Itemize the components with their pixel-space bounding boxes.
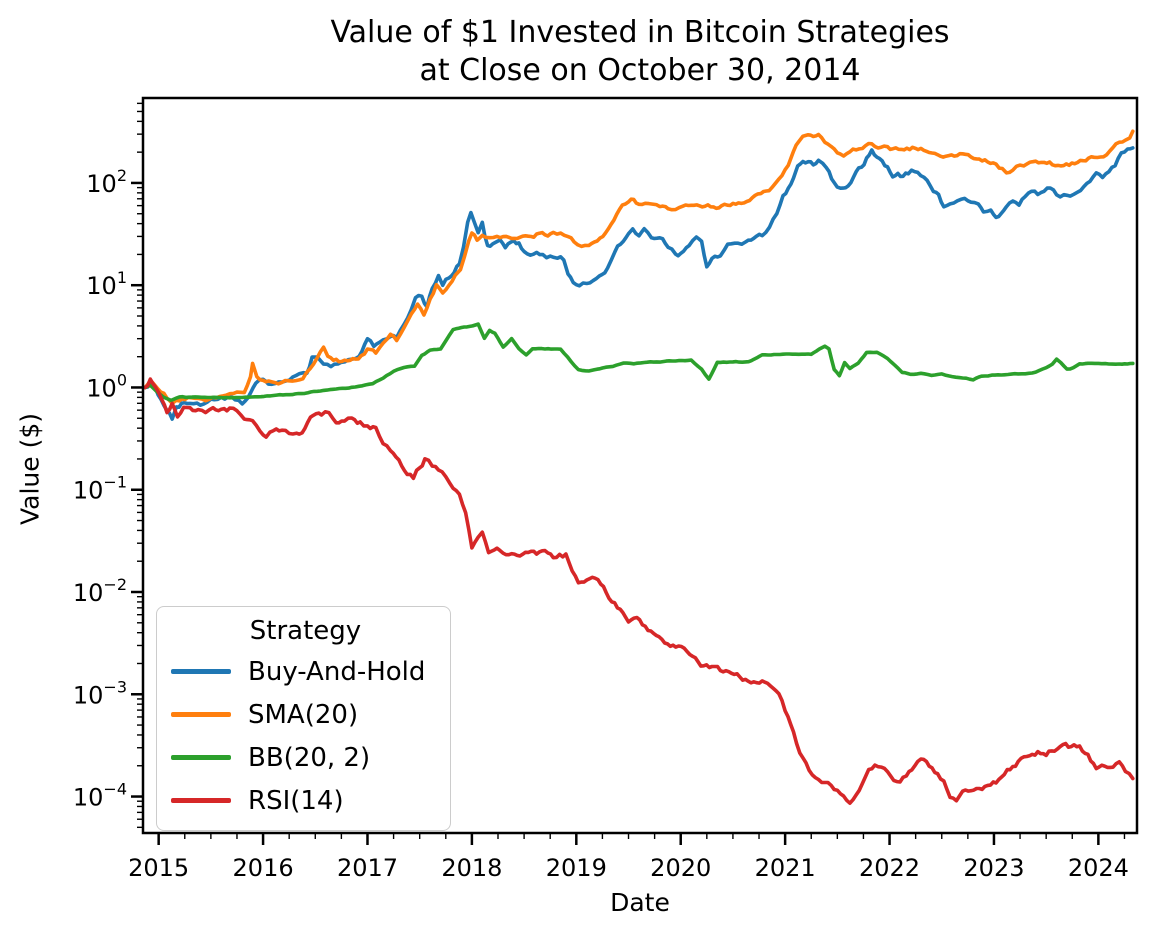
series-line-bb-20-2 (143, 322, 1135, 403)
x-tick-label: 2017 (337, 854, 398, 882)
legend-label: BB(20, 2) (248, 742, 371, 773)
legend-swatch-bb-20-2 (171, 755, 231, 760)
x-axis-label: Date (610, 888, 670, 917)
legend-swatch-buy-and-hold (171, 669, 231, 674)
series-line-sma-20 (143, 129, 1135, 406)
y-tick-label: 102 (86, 166, 127, 198)
x-tick-label: 2019 (546, 854, 607, 882)
y-tick-label: 10−1 (73, 473, 127, 505)
x-tick-label: 2016 (233, 854, 294, 882)
y-tick-label: 100 (86, 370, 127, 402)
legend-item-buy-and-hold: Buy-And-Hold (171, 650, 440, 693)
legend-label: RSI(14) (248, 785, 344, 816)
legend-title: Strategy (249, 616, 362, 646)
x-tick-label: 2018 (441, 854, 502, 882)
legend-item-sma-20: SMA(20) (171, 693, 440, 736)
legend-swatch-rsi-14 (171, 798, 231, 803)
x-tick-label: 2024 (1068, 854, 1129, 882)
x-tick-label: 2022 (859, 854, 920, 882)
y-tick-label: 101 (86, 268, 127, 300)
plot-spines (141, 96, 1139, 835)
legend-label: SMA(20) (248, 699, 359, 730)
x-tick-label: 2015 (128, 854, 189, 882)
series-line-buy-and-hold (143, 146, 1135, 421)
x-tick-label: 2020 (650, 854, 711, 882)
legend-item-bb-20-2: BB(20, 2) (171, 736, 440, 779)
legend: Strategy Buy-And-Hold SMA(20) BB(20, 2) RSI… (156, 606, 451, 831)
legend-items: Buy-And-Hold SMA(20) BB(20, 2) RSI(14) (171, 650, 440, 822)
x-tick-label: 2021 (755, 854, 816, 882)
y-axis-label: Value ($) (15, 412, 45, 526)
legend-label: Buy-And-Hold (248, 656, 426, 687)
x-tick-label: 2023 (963, 854, 1024, 882)
legend-item-rsi-14: RSI(14) (171, 779, 440, 822)
chart-title: Value of $1 Invested in Bitcoin Strategi… (330, 15, 950, 88)
legend-swatch-sma-20 (171, 712, 231, 717)
y-tick-label: 10−4 (73, 780, 127, 812)
series-line-rsi-14 (143, 377, 1135, 805)
y-tick-label: 10−2 (73, 575, 127, 607)
y-tick-label: 10−3 (73, 677, 127, 709)
